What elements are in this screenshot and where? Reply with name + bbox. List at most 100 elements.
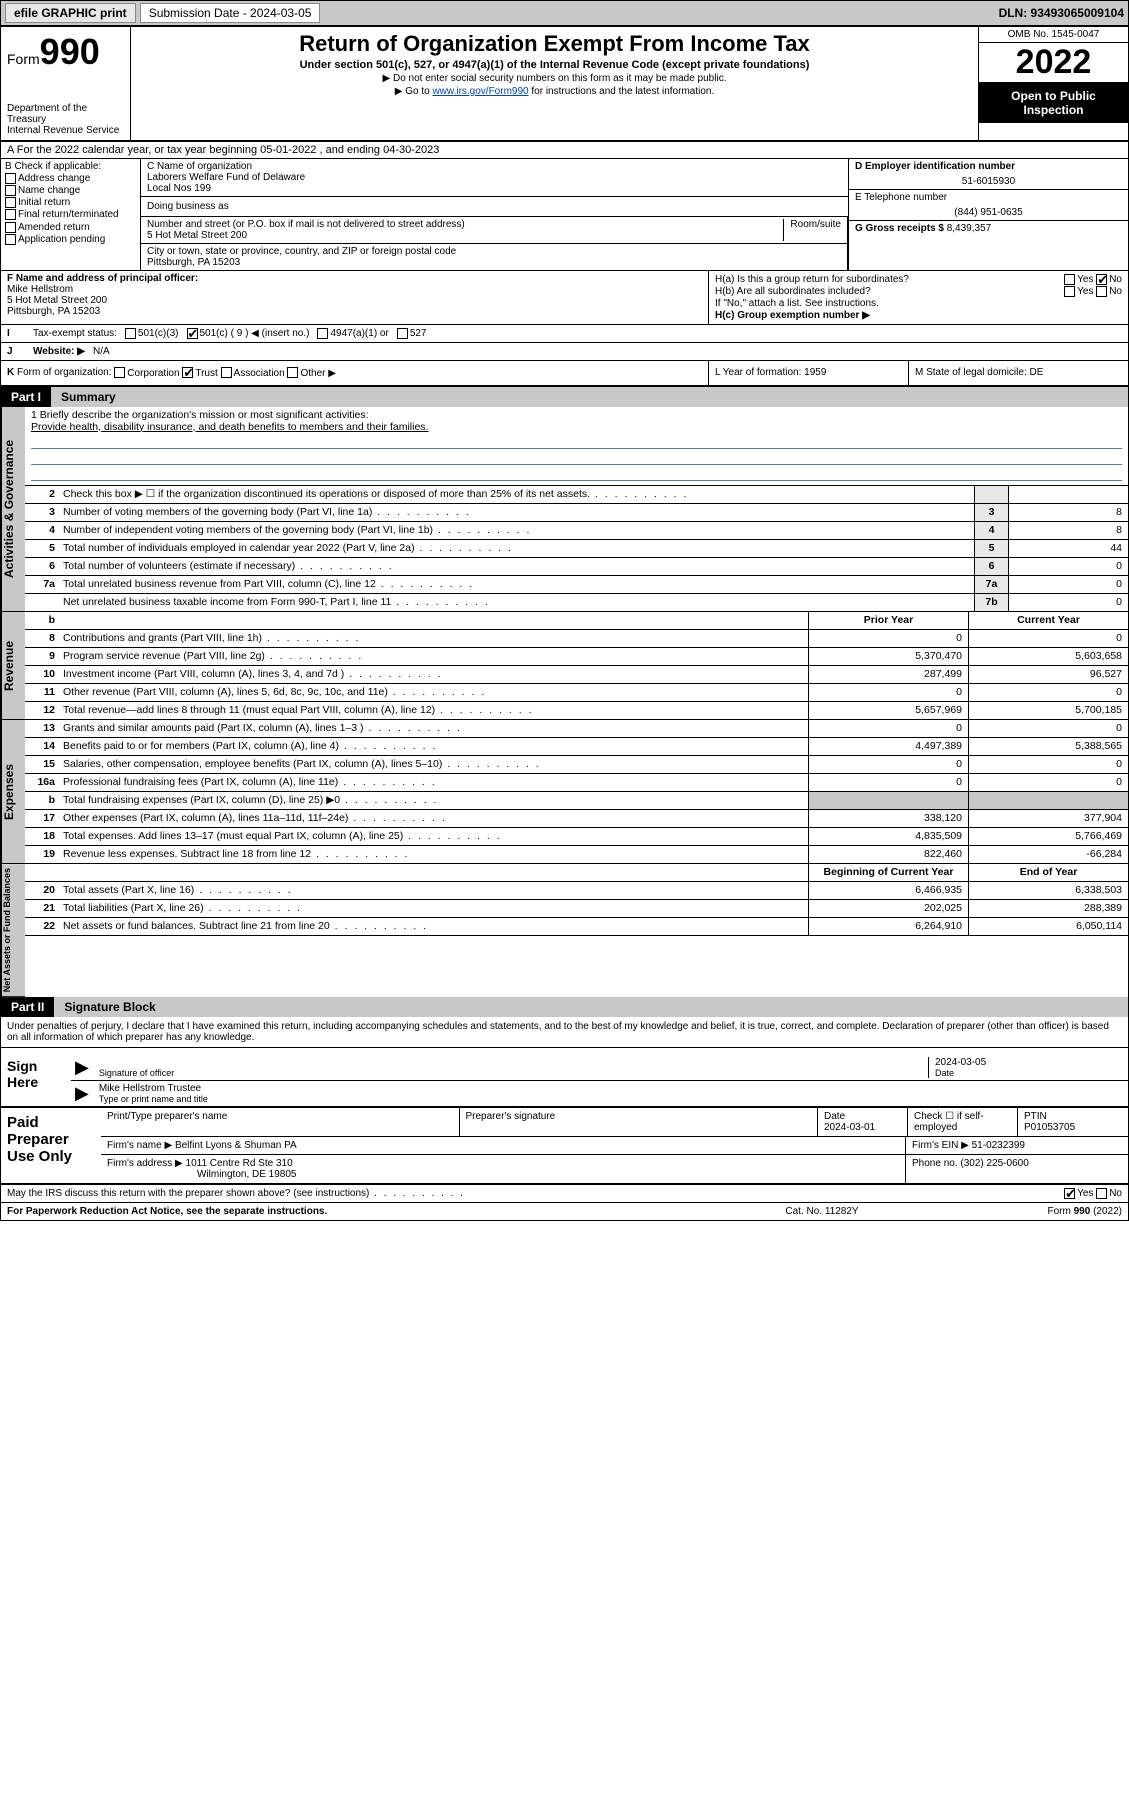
row-current: 0 [968,720,1128,737]
gov-row: Net unrelated business taxable income fr… [25,594,1128,612]
form-header: Form990 Department of the Treasury Inter… [1,27,1128,142]
row-box: 4 [974,522,1008,539]
block-f-h: F Name and address of principal officer:… [1,271,1128,325]
section-revenue: Revenue b Prior Year Current Year 8 Cont… [1,612,1128,720]
row-desc: Total liabilities (Part X, line 26) [59,900,808,917]
sig-line-2: ▶ Mike Hellstrom Trustee Type or print n… [71,1081,1128,1106]
vlabel-net-assets: Net Assets or Fund Balances [1,864,25,997]
row-num: 11 [25,684,59,701]
cb-final-return[interactable]: Final return/terminated [5,209,136,220]
header-left: Form990 Department of the Treasury Inter… [1,27,131,140]
prep-date-label: Date [824,1111,901,1122]
hdr-num: b [25,612,59,629]
discuss-row: May the IRS discuss this return with the… [1,1185,1128,1203]
prep-name-label: Print/Type preparer's name [107,1111,453,1122]
row-desc: Total fundraising expenses (Part IX, col… [59,792,808,809]
row-desc: Investment income (Part VIII, column (A)… [59,666,808,683]
firm-addr-1: 1011 Centre Rd Ste 310 [186,1158,293,1169]
block-b-c-d-e: B Check if applicable: Address change Na… [1,159,1128,271]
cb-other[interactable]: Other ▶ [287,368,335,379]
cb-assoc[interactable]: Association [221,368,285,379]
row-num: 21 [25,900,59,917]
row-num [25,594,59,611]
row-desc: Net assets or fund balances. Subtract li… [59,918,808,935]
row-current: 0 [968,630,1128,647]
row-i-tax-status: I Tax-exempt status: 501(c)(3) 501(c) ( … [1,325,1128,343]
gross-value: 8,439,357 [947,223,992,234]
row-num: 10 [25,666,59,683]
row-prior: 0 [808,684,968,701]
firm-name-label: Firm's name ▶ [107,1140,172,1151]
row-prior: 6,466,935 [808,882,968,899]
row-prior: 5,370,470 [808,648,968,665]
row-val [1008,486,1128,503]
row-num: 18 [25,828,59,845]
row-desc: Other revenue (Part VIII, column (A), li… [59,684,808,701]
row-i-text: Tax-exempt status: [33,328,117,339]
cb-name-change[interactable]: Name change [5,185,136,196]
omb-number: OMB No. 1545-0047 [979,27,1128,43]
ein-label: D Employer identification number [855,161,1122,172]
form-title: Return of Organization Exempt From Incom… [135,31,974,57]
part-1-header: Part I Summary [1,387,1128,407]
row-current: 5,603,658 [968,648,1128,665]
col-l-year: L Year of formation: 1959 [708,361,908,384]
hdr-current-year: Current Year [968,612,1128,629]
prep-self-emp[interactable]: Check ☐ if self-employed [908,1108,1018,1136]
row-box: 7a [974,576,1008,593]
row-desc: Revenue less expenses. Subtract line 18 … [59,846,808,863]
cb-4947[interactable]: 4947(a)(1) or [317,328,388,339]
row-j-label: J [7,346,25,357]
row-prior: 4,497,389 [808,738,968,755]
room-label: Room/suite [783,219,841,241]
cb-discuss-no[interactable] [1096,1188,1107,1199]
row-desc: Salaries, other compensation, employee b… [59,756,808,773]
row-desc: Professional fundraising fees (Part IX, … [59,774,808,791]
irs-link[interactable]: www.irs.gov/Form990 [432,86,528,97]
name-label: Type or print name and title [99,1094,1122,1104]
ha-label: H(a) Is this a group return for subordin… [715,274,909,285]
data-row: 8 Contributions and grants (Part VIII, l… [25,630,1128,648]
row-val: 0 [1008,576,1128,593]
row-current: 5,766,469 [968,828,1128,845]
row-num: b [25,792,59,809]
cb-501c3[interactable]: 501(c)(3) [125,328,179,339]
officer-signature[interactable] [99,1050,922,1068]
row-current: 5,700,185 [968,702,1128,719]
form-note2: ▶ Go to www.irs.gov/Form990 for instruct… [135,86,974,97]
row-current: 96,527 [968,666,1128,683]
cb-app-pending[interactable]: Application pending [5,234,136,245]
hb-row: H(b) Are all subordinates included? Yes … [715,286,1122,297]
discuss-answer: Yes No [1064,1188,1122,1199]
row-desc: Benefits paid to or for members (Part IX… [59,738,808,755]
row-box: 6 [974,558,1008,575]
sig-date-label: Date [935,1068,1122,1078]
cb-trust[interactable]: Trust [182,368,217,379]
firm-addr-label: Firm's address ▶ [107,1158,183,1169]
cb-527[interactable]: 527 [397,328,427,339]
cb-address-change[interactable]: Address change [5,173,136,184]
row-current: 5,388,565 [968,738,1128,755]
row-num: 6 [25,558,59,575]
row-current: -66,284 [968,846,1128,863]
firm-ein-value: 51-0232399 [972,1140,1025,1151]
row-prior: 202,025 [808,900,968,917]
cb-501c[interactable]: 501(c) ( 9 ) ◀ (insert no.) [187,328,310,339]
footer: For Paperwork Reduction Act Notice, see … [1,1203,1128,1220]
cb-initial-return[interactable]: Initial return [5,197,136,208]
row-desc: Grants and similar amounts paid (Part IX… [59,720,808,737]
firm-addr-2: Wilmington, DE 19805 [107,1169,899,1180]
efile-button[interactable]: efile GRAPHIC print [5,3,136,23]
ha-answer: Yes No [1064,274,1122,285]
cb-corp[interactable]: Corporation [114,368,179,379]
col-d-e: D Employer identification number 51-6015… [848,159,1128,270]
row-prior: 0 [808,630,968,647]
mission-line [31,451,1122,465]
cb-amended-return[interactable]: Amended return [5,222,136,233]
org-name-1: Laborers Welfare Fund of Delaware [147,172,842,183]
hb-label: H(b) Are all subordinates included? [715,286,871,297]
row-desc: Total expenses. Add lines 13–17 (must eq… [59,828,808,845]
row-desc: Total number of volunteers (estimate if … [59,558,974,575]
row-num: 16a [25,774,59,791]
cb-discuss-yes[interactable] [1064,1188,1075,1199]
